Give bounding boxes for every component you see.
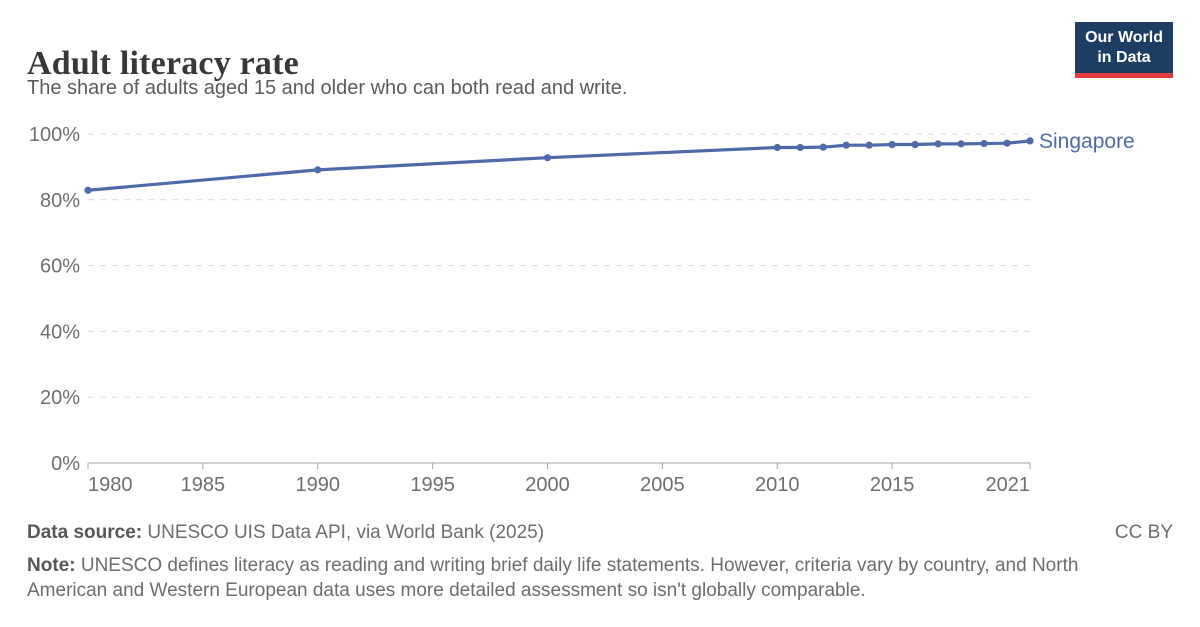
owid-logo-line1: Our World	[1085, 29, 1163, 46]
chart-title: Adult literacy rate	[27, 44, 299, 82]
data-source-text: UNESCO UIS Data API, via World Bank (202…	[142, 522, 545, 543]
data-source-label: Data source:	[27, 522, 143, 543]
x-tick-label: 1980	[88, 474, 133, 496]
data-point	[865, 141, 873, 149]
data-point	[543, 154, 552, 162]
y-tick-label: 80%	[40, 190, 80, 212]
data-point	[819, 143, 827, 151]
x-tick-label: 1995	[410, 474, 455, 496]
y-tick-label: 100%	[29, 124, 80, 146]
note-line: Note: UNESCO defines literacy as reading…	[27, 553, 1112, 603]
chart-subtitle: The share of adults aged 15 and older wh…	[27, 77, 628, 99]
x-tick-label: 1990	[296, 474, 341, 496]
note-label: Note:	[27, 555, 76, 576]
data-point	[773, 143, 781, 152]
data-point	[957, 140, 965, 148]
owid-logo-line2: in Data	[1097, 49, 1151, 66]
data-point	[314, 166, 322, 174]
data-point	[888, 140, 896, 149]
y-tick-label: 40%	[40, 321, 80, 343]
y-tick-label: 20%	[40, 387, 80, 409]
data-point	[980, 139, 988, 148]
x-tick-label: 2005	[640, 474, 685, 496]
series-entity-label: Singapore	[1039, 130, 1135, 153]
series-line	[86, 139, 1032, 192]
data-point	[934, 140, 942, 148]
x-tick-label: 2000	[525, 474, 570, 496]
data-point	[796, 143, 804, 152]
data-point	[84, 186, 92, 194]
y-tick-label: 60%	[40, 256, 80, 278]
y-tick-label: 0%	[51, 453, 80, 475]
data-point	[842, 141, 850, 149]
x-tick-label: 1985	[181, 474, 226, 496]
note-text: UNESCO defines literacy as reading and w…	[27, 555, 1079, 601]
owid-logo[interactable]: Our World in Data	[1075, 22, 1173, 78]
license-link[interactable]: CC BY	[1114, 522, 1173, 543]
data-point	[911, 140, 919, 149]
x-tick-label: 2010	[755, 474, 800, 496]
data-point	[1026, 137, 1034, 145]
x-tick-label: 2021	[986, 474, 1031, 496]
data-source-line: Data source: UNESCO UIS Data API, via Wo…	[27, 522, 1067, 544]
x-tick-label: 2015	[870, 474, 915, 496]
data-point	[1003, 139, 1011, 147]
